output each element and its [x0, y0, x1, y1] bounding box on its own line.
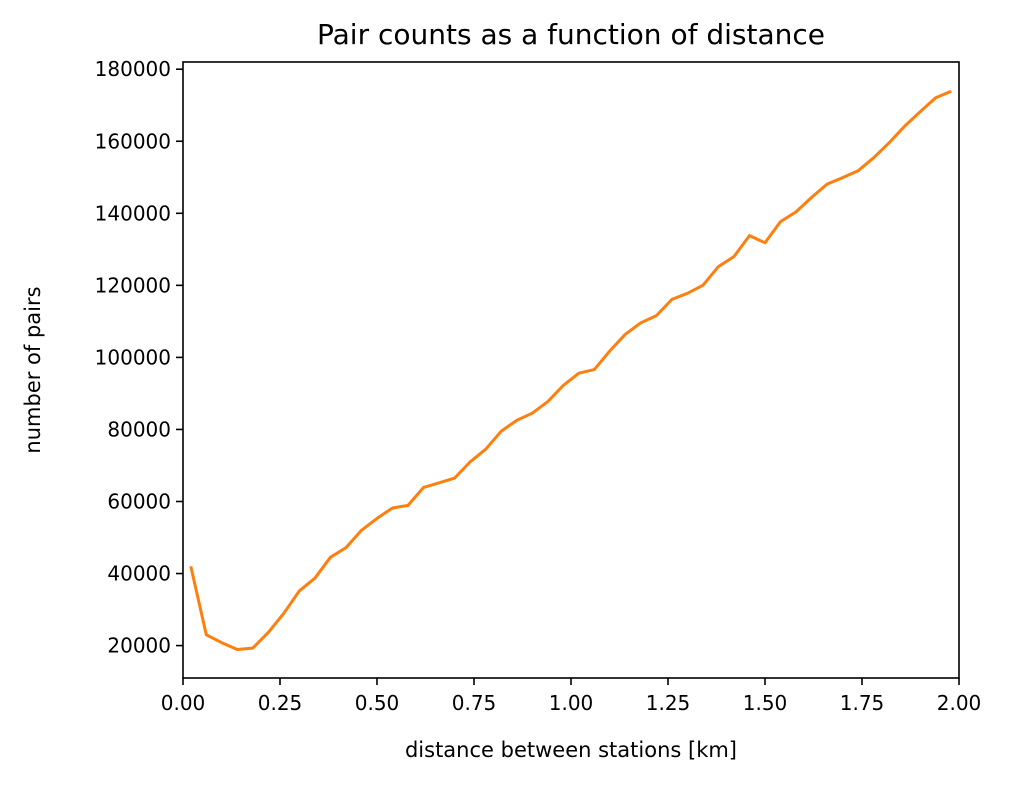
y-tick-label: 80000: [107, 417, 171, 441]
x-tick-label: 0.50: [355, 691, 400, 715]
chart-title: Pair counts as a function of distance: [317, 18, 825, 51]
plot-area: [189, 89, 952, 651]
x-tick-label: 1.75: [840, 691, 885, 715]
series-line-0: [189, 89, 952, 651]
x-tick-label: 0.00: [161, 691, 206, 715]
y-tick-label: 160000: [95, 129, 171, 153]
y-tick-label: 140000: [95, 201, 171, 225]
y-tick-label: 180000: [95, 57, 171, 81]
y-tick-label: 100000: [95, 345, 171, 369]
y-tick-label: 60000: [107, 489, 171, 513]
x-tick-label: 0.75: [452, 691, 497, 715]
x-axis-label: distance between stations [km]: [405, 738, 737, 762]
y-tick-label: 120000: [95, 273, 171, 297]
y-tick-label: 20000: [107, 634, 171, 658]
x-tick-label: 2.00: [937, 691, 982, 715]
y-tick-label: 40000: [107, 562, 171, 586]
y-axis: 20000 40000 60000 80000 100000 120000 140000 16…: [95, 57, 183, 658]
x-tick-label: 1.00: [549, 691, 594, 715]
x-tick-label: 0.25: [258, 691, 303, 715]
x-tick-label: 1.25: [646, 691, 691, 715]
x-axis: 0.00 0.25 0.50 0.75 1.00 1.25 1.50 1.75 2.00: [161, 678, 982, 715]
x-tick-label: 1.50: [743, 691, 788, 715]
plot-frame: [182, 61, 960, 679]
y-axis-label: number of pairs: [21, 286, 45, 453]
